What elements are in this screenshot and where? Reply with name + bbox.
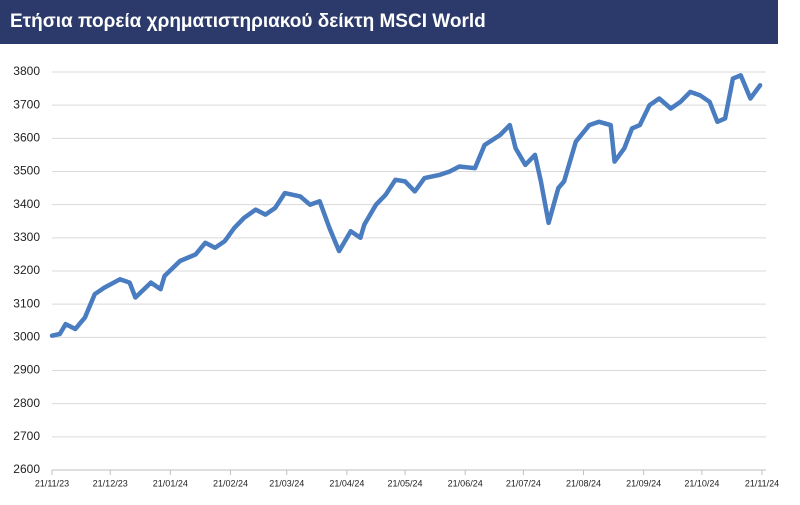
x-tick-label: 21/06/24 [448, 478, 483, 488]
y-tick-label: 3200 [13, 263, 40, 277]
x-tick-label: 21/11/24 [745, 478, 779, 488]
x-tick-label: 21/05/24 [388, 478, 423, 488]
y-tick-label: 2600 [13, 462, 40, 476]
y-tick-label: 3400 [13, 197, 40, 211]
y-tick-label: 3100 [13, 296, 40, 310]
x-tick-label: 21/01/24 [153, 478, 188, 488]
y-tick-label: 3300 [13, 230, 40, 244]
y-tick-label: 2700 [13, 429, 40, 443]
y-tick-label: 3800 [13, 64, 40, 78]
x-tick-label: 21/10/24 [684, 478, 719, 488]
y-tick-label: 2900 [13, 363, 40, 377]
header-band [0, 0, 778, 44]
y-tick-label: 3000 [13, 330, 40, 344]
data-line [49, 73, 763, 338]
chart-title: Ετήσια πορεία χρηματιστηριακού δείκτη MS… [10, 11, 486, 32]
x-tick-label: 21/08/24 [566, 478, 601, 488]
x-tick-label: 21/12/23 [93, 478, 128, 488]
y-tick-label: 3600 [13, 131, 40, 145]
y-tick-label: 3500 [13, 164, 40, 178]
y-tick-label: 2800 [13, 396, 40, 410]
x-tick-label: 21/02/24 [213, 478, 248, 488]
x-tick-label: 21/11/23 [35, 478, 69, 488]
x-tick-label: 21/04/24 [329, 478, 364, 488]
x-tick-label: 21/03/24 [269, 478, 304, 488]
x-tick-label: 21/07/24 [506, 478, 541, 488]
y-tick-label: 3700 [13, 97, 40, 111]
x-tick-label: 21/09/24 [626, 478, 661, 488]
